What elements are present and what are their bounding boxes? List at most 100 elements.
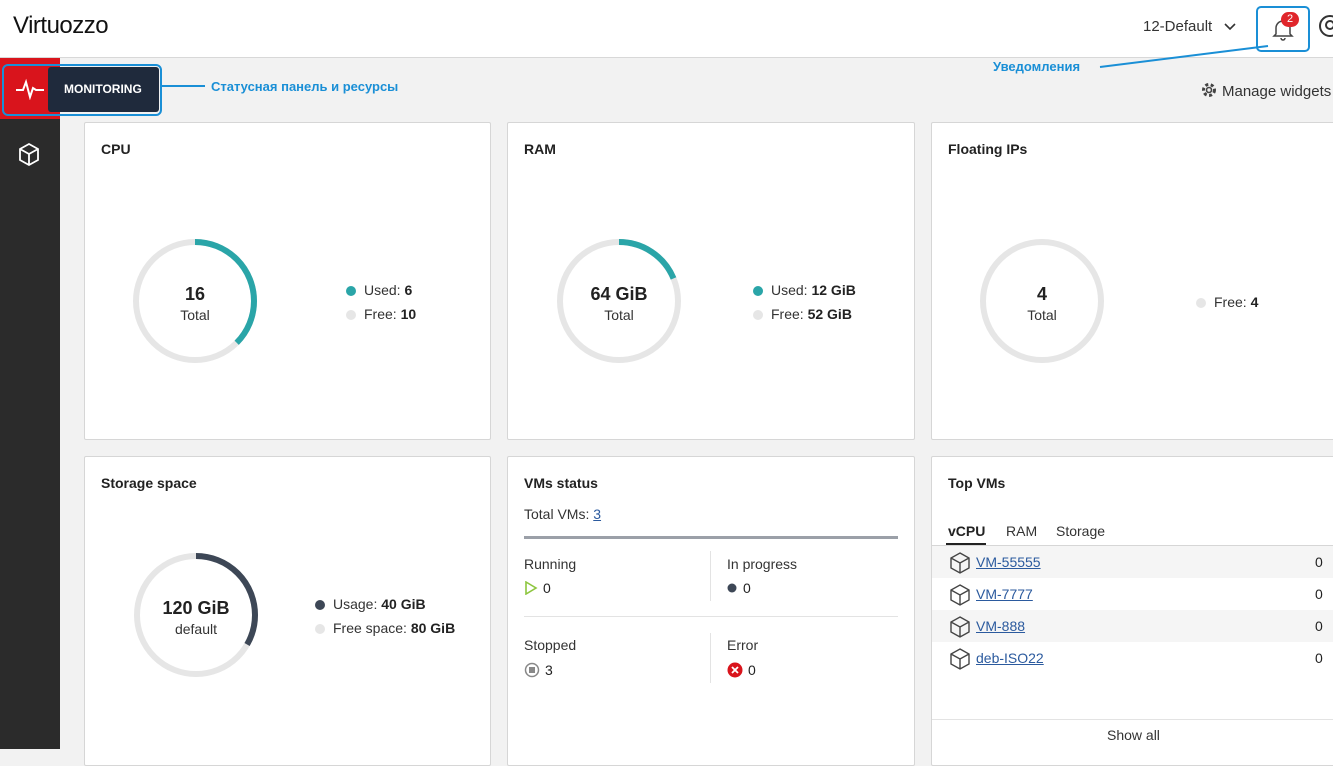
legend-value: 10 bbox=[400, 306, 417, 322]
status-value: 0 bbox=[727, 662, 756, 678]
status-label: Stopped bbox=[524, 637, 577, 653]
sidebar bbox=[0, 58, 60, 749]
manage-widgets-button[interactable]: Manage widgets bbox=[1200, 81, 1331, 100]
divider bbox=[932, 719, 1333, 720]
donut-arc bbox=[133, 239, 257, 363]
ram-widget: RAM 64 GiB Total Used: 12 GiB Free: 52 G… bbox=[507, 122, 915, 440]
total-vms-link[interactable]: 3 bbox=[593, 506, 602, 522]
vm-value: 0 bbox=[1315, 618, 1323, 634]
legend-value: 6 bbox=[404, 282, 413, 298]
donut-total: 16 bbox=[184, 284, 206, 304]
donut-caption: Total bbox=[604, 307, 634, 323]
vm-row: deb-ISO22 0 bbox=[932, 642, 1333, 674]
donut-total: 64 GiB bbox=[590, 284, 648, 304]
donut-caption: Total bbox=[180, 307, 210, 323]
chevron bbox=[1224, 23, 1236, 31]
legend-value: 80 GiB bbox=[410, 620, 456, 636]
widget-title: Floating IPs bbox=[948, 141, 1028, 157]
vm-icon bbox=[950, 584, 970, 606]
status-label: In progress bbox=[727, 556, 798, 572]
divider bbox=[710, 633, 711, 683]
cpu-widget: CPU 16 Total Used: 6 Free: 10 bbox=[84, 122, 491, 440]
donut bbox=[980, 239, 1104, 363]
legend-label: Free: bbox=[364, 306, 397, 322]
widget-title: Top VMs bbox=[948, 475, 1006, 491]
cube-nav-icon[interactable] bbox=[17, 142, 41, 168]
logo[interactable]: Virtuozzo bbox=[13, 12, 109, 39]
donut-total: 4 bbox=[1036, 284, 1047, 304]
manage-widgets-label[interactable]: Manage widgets bbox=[1222, 83, 1332, 100]
legend-value: 4 bbox=[1250, 294, 1259, 310]
divider bbox=[932, 545, 1333, 546]
annotation-text: Уведомления bbox=[993, 59, 1081, 74]
vm-value: 0 bbox=[1315, 554, 1323, 570]
widget-title: CPU bbox=[101, 141, 131, 157]
vm-name-link[interactable]: VM-7777 bbox=[976, 586, 1033, 602]
vm-icon bbox=[950, 552, 970, 574]
donut-caption: default bbox=[174, 621, 218, 637]
total-vms-label: Total VMs: bbox=[524, 506, 590, 522]
vm-value: 0 bbox=[1315, 650, 1323, 666]
error-count: 0 bbox=[748, 662, 756, 678]
legend-used: Used: 6 bbox=[346, 282, 412, 298]
donut bbox=[557, 239, 681, 363]
show-all-button[interactable]: Show all bbox=[1107, 727, 1160, 743]
vm-row: VM-888 0 bbox=[932, 610, 1333, 642]
gear-icon bbox=[1202, 83, 1216, 97]
donut-caption: Total bbox=[1027, 307, 1057, 323]
vm-icon bbox=[950, 648, 970, 670]
vm-icon bbox=[950, 616, 970, 638]
divider bbox=[524, 616, 898, 617]
status-label: Error bbox=[727, 637, 759, 653]
tab[interactable]: Storage bbox=[1056, 523, 1106, 539]
donut-total: 120 GiB bbox=[162, 598, 230, 618]
status-bar bbox=[524, 536, 898, 539]
divider bbox=[710, 551, 711, 601]
widget-title: RAM bbox=[524, 141, 556, 157]
legend-free: Free space: 80 GiB bbox=[315, 620, 455, 636]
notification-badge: 2 bbox=[1281, 12, 1299, 27]
stopped-count: 3 bbox=[545, 662, 553, 678]
donut-track bbox=[980, 239, 1104, 363]
header: Virtuozzo 12-Default 2 bbox=[0, 0, 1333, 58]
user-icon[interactable] bbox=[1318, 14, 1333, 38]
in-progress-count: 0 bbox=[743, 580, 751, 596]
annotation-box bbox=[2, 64, 162, 116]
pulse-icon bbox=[16, 78, 44, 100]
vm-name-link[interactable]: VM-888 bbox=[976, 618, 1026, 634]
legend-free: Free: 10 bbox=[346, 306, 416, 322]
annotation-text: Статусная панель и ресурсы bbox=[211, 79, 399, 94]
annotation-lines bbox=[160, 45, 1269, 87]
monitoring-tooltip: MONITORING bbox=[48, 67, 159, 112]
project-name[interactable]: 12-Default bbox=[1143, 18, 1213, 35]
project-selector[interactable]: 12-Default bbox=[1143, 18, 1236, 35]
vm-name-link[interactable]: VM-55555 bbox=[976, 554, 1041, 570]
tab[interactable]: RAM bbox=[1006, 523, 1038, 539]
donut-arc bbox=[557, 239, 681, 363]
vm-row: VM-55555 0 bbox=[932, 546, 1333, 578]
running-count: 0 bbox=[543, 580, 551, 596]
status-label: Running bbox=[524, 556, 577, 572]
notifications-button[interactable]: 2 bbox=[1256, 6, 1310, 52]
total-vms: Total VMs: 3 bbox=[524, 506, 601, 522]
legend-value: 52 GiB bbox=[807, 306, 852, 322]
status-value: 0 bbox=[524, 580, 551, 596]
widget-title: Storage space bbox=[101, 475, 197, 491]
legend-value: 12 GiB bbox=[811, 282, 856, 298]
vm-name-link[interactable]: deb-ISO22 bbox=[976, 650, 1044, 666]
tab-underline bbox=[946, 543, 986, 545]
status-value: 0 bbox=[727, 580, 751, 596]
tab-active[interactable]: vCPU bbox=[948, 523, 986, 539]
widget-title: VMs status bbox=[524, 475, 598, 491]
legend-free: Free: 52 GiB bbox=[753, 306, 852, 322]
legend-used: Used: 12 GiB bbox=[753, 282, 856, 298]
legend-label: Usage: bbox=[333, 596, 378, 612]
donut bbox=[134, 553, 258, 677]
legend-label: Used: bbox=[364, 282, 401, 298]
vm-value: 0 bbox=[1315, 586, 1323, 602]
donut-arc bbox=[134, 553, 258, 677]
legend-label: Free: bbox=[1214, 294, 1247, 310]
legend-free: Free: 4 bbox=[1196, 294, 1258, 310]
floating-ips-widget: Floating IPs 4 Total Free: 4 bbox=[931, 122, 1333, 440]
